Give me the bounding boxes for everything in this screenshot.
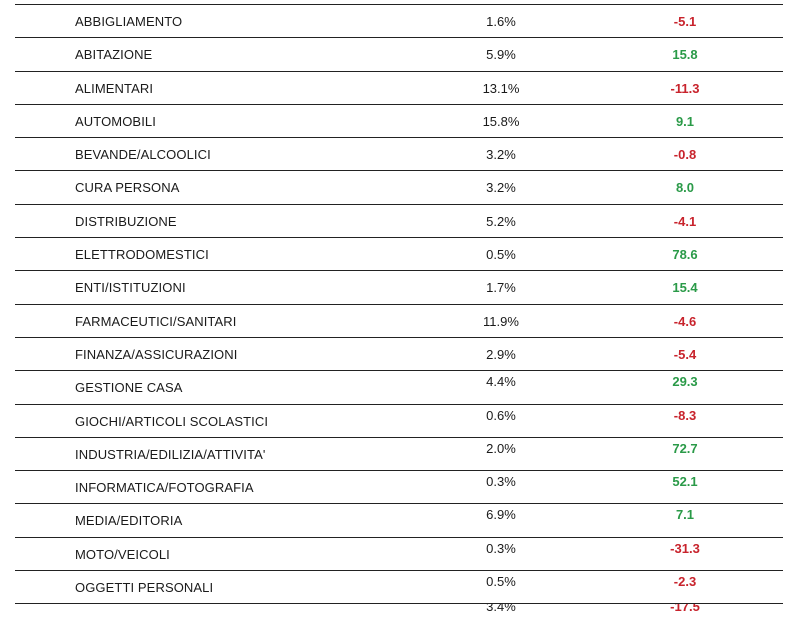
share-cell: 5.2% — [486, 213, 516, 229]
change-cell: -4.6 — [673, 313, 697, 329]
table-row: CURA PERSONA 3.2% 8.0 — [15, 170, 783, 203]
sector-cell: ABITAZIONE — [75, 47, 153, 63]
sector-cell: CURA PERSONA — [75, 180, 180, 196]
change-cell: -2.3 — [673, 574, 697, 590]
change-cell: -8.3 — [673, 407, 697, 423]
sector-cell: ALIMENTARI — [75, 80, 154, 96]
change-cell: 15.4 — [672, 280, 698, 296]
change-cell: -11.3 — [670, 80, 700, 96]
table-row: GIOCHI/ARTICOLI SCOLASTICI 0.6% -8.3 — [15, 403, 783, 437]
share-cell: 0.3% — [486, 474, 516, 490]
table-row: GESTIONE CASA 4.4% 29.3 — [15, 370, 783, 403]
share-cell: 1.6% — [486, 14, 516, 29]
share-cell: 0.6% — [486, 407, 516, 423]
table-row: FINANZA/ASSICURAZIONI 2.9% -5.4 — [15, 336, 783, 370]
share-cell: 2.0% — [486, 440, 516, 456]
share-cell: 0.5% — [486, 574, 516, 590]
share-cell: 1.7% — [486, 280, 516, 296]
sector-cell: ELETTRODOMESTICI — [75, 247, 209, 263]
share-cell: 13.1% — [482, 80, 520, 96]
change-cell: -4.1 — [673, 213, 697, 229]
table-row: INDUSTRIA/EDILIZIA/ATTIVITA' 2.0% 72.7 — [15, 436, 783, 470]
change-cell: 7.1 — [675, 507, 695, 523]
share-cell: 3.2% — [486, 147, 516, 163]
sector-cell: GIOCHI/ARTICOLI SCOLASTICI — [75, 413, 269, 429]
table-row: DISTRIBUZIONE 5.2% -4.1 — [15, 203, 783, 237]
table-row: ENTI/ISTITUZIONI 1.7% 15.4 — [15, 270, 783, 303]
sector-cell: BEVANDE/ALCOOLICI — [75, 147, 211, 163]
sector-cell: INFORMATICA/FOTOGRAFIA — [75, 480, 254, 496]
table-row: ELETTRODOMESTICI 0.5% 78.6 — [15, 237, 783, 270]
table-row-partial: 3.4% -17.5 — [15, 603, 783, 613]
sector-cell: GESTIONE CASA — [75, 380, 183, 396]
table-row: ALIMENTARI 13.1% -11.3 — [15, 70, 783, 104]
sector-cell: MOTO/VEICOLI — [75, 546, 170, 562]
change-cell: 78.6 — [672, 247, 698, 263]
change-cell: 72.7 — [672, 440, 698, 456]
sector-cell: MEDIA/EDITORIA — [75, 513, 183, 529]
table-row: OGGETTI PERSONALI 0.5% -2.3 — [15, 570, 783, 603]
change-cell: -0.8 — [673, 147, 697, 163]
share-cell: 3.2% — [486, 180, 516, 196]
change-cell: 52.1 — [672, 474, 698, 490]
data-table: ABBIGLIAMENTO 1.6% -5.1 ABITAZIONE 5.9% … — [15, 4, 783, 613]
change-cell: -5.1 — [673, 14, 697, 29]
share-cell: 11.9% — [483, 313, 519, 329]
share-cell: 4.4% — [486, 374, 516, 390]
share-cell: 2.9% — [486, 346, 516, 362]
change-cell: 29.3 — [672, 374, 698, 390]
sector-cell: FINANZA/ASSICURAZIONI — [75, 346, 238, 362]
table-row: MOTO/VEICOLI 0.3% -31.3 — [15, 536, 783, 570]
share-cell: 0.3% — [486, 540, 516, 556]
sector-cell: INDUSTRIA/EDILIZIA/ATTIVITA' — [75, 446, 266, 462]
table-row: AUTOMOBILI 15.8% 9.1 — [15, 103, 783, 137]
sector-cell: ABBIGLIAMENTO — [75, 14, 183, 29]
sector-cell: OGGETTI PERSONALI — [75, 580, 214, 596]
change-cell: -31.3 — [670, 540, 700, 556]
table-row: FARMACEUTICI/SANITARI 11.9% -4.6 — [15, 303, 783, 337]
share-cell: 3.4% — [486, 603, 516, 614]
change-cell: -5.4 — [673, 346, 697, 362]
table-row: MEDIA/EDITORIA 6.9% 7.1 — [15, 503, 783, 536]
table-row: ABITAZIONE 5.9% 15.8 — [15, 37, 783, 70]
change-cell: 8.0 — [675, 180, 695, 196]
sector-cell: FARMACEUTICI/SANITARI — [75, 313, 237, 329]
change-cell: 15.8 — [672, 47, 698, 63]
change-cell: 9.1 — [675, 113, 695, 129]
share-cell: 0.5% — [486, 247, 516, 263]
sector-cell: AUTOMOBILI — [75, 113, 156, 129]
change-cell: -17.5 — [670, 603, 700, 614]
sector-cell: ENTI/ISTITUZIONI — [75, 280, 186, 296]
share-cell: 15.8% — [482, 113, 520, 129]
table-row: ABBIGLIAMENTO 1.6% -5.1 — [15, 4, 783, 37]
sector-cell: DISTRIBUZIONE — [75, 213, 177, 229]
table-row: INFORMATICA/FOTOGRAFIA 0.3% 52.1 — [15, 470, 783, 503]
table-row: BEVANDE/ALCOOLICI 3.2% -0.8 — [15, 137, 783, 170]
share-cell: 5.9% — [486, 47, 516, 63]
share-cell: 6.9% — [486, 507, 516, 523]
